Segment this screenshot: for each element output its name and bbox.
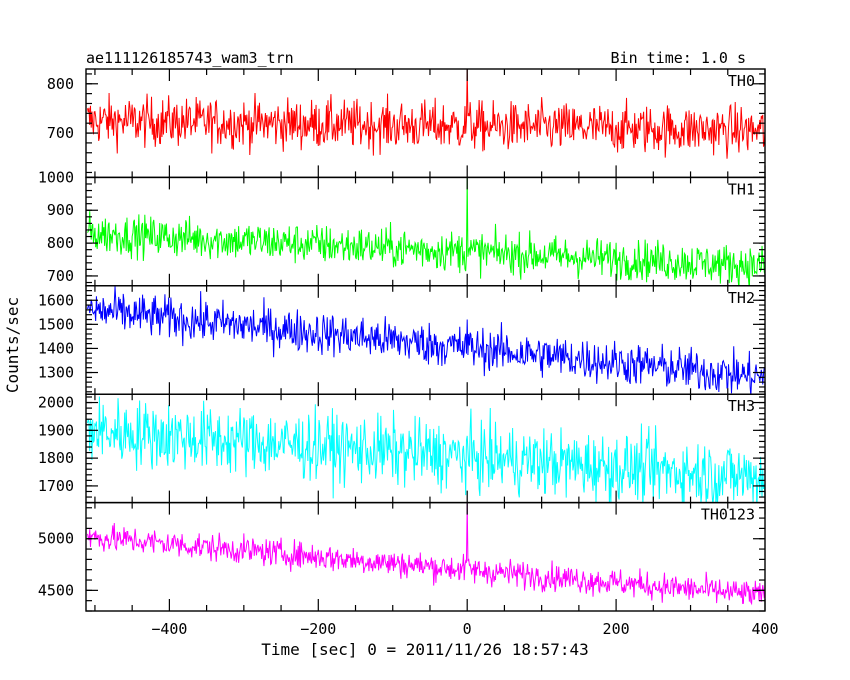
y-tick-label: 4500 xyxy=(38,581,74,599)
x-tick-label: 200 xyxy=(603,620,630,638)
y-tick-label: 2000 xyxy=(38,394,74,412)
x-tick-label: −400 xyxy=(151,620,187,638)
panel-th3: 1700 1800 1900 2000 TH3 xyxy=(38,393,766,504)
bin-time-label: Bin time: 1.0 s xyxy=(611,49,746,67)
series-line-th0 xyxy=(86,69,765,159)
y-tick-label: 1600 xyxy=(38,291,74,309)
panel-label-th0: TH0 xyxy=(728,72,755,90)
x-tick-label: −200 xyxy=(300,620,336,638)
panel-th1: 700 800 900 1000 TH1 xyxy=(38,168,766,287)
y-tick-label: 1800 xyxy=(38,449,74,467)
panel-label-th1: TH1 xyxy=(728,180,755,198)
y-tick-label: 1700 xyxy=(38,477,74,495)
x-axis-label: Time [sec] 0 = 2011/11/26 18:57:43 xyxy=(261,640,589,659)
panel-th2: 1300 1400 1500 1600 TH2 xyxy=(38,285,766,395)
y-tick-label: 700 xyxy=(47,124,74,142)
panel-label-th2: TH2 xyxy=(728,289,755,307)
x-axis: −400 −200 0 200 400 xyxy=(151,620,778,638)
x-tick-label: 400 xyxy=(751,620,778,638)
panel-frame xyxy=(85,501,766,612)
y-tick-label: 800 xyxy=(47,75,74,93)
y-tick-label: 700 xyxy=(47,267,74,285)
series-line-th2 xyxy=(87,286,765,395)
series-line-th3 xyxy=(86,396,765,503)
y-tick-label: 800 xyxy=(47,234,74,252)
y-axis-label: Counts/sec xyxy=(3,297,22,393)
y-tick-label: 1900 xyxy=(38,421,74,439)
y-tick-label: 1500 xyxy=(38,315,74,333)
panels-group: 700 800 TH0 700 800 900 1000 TH1 1300 1400 1500 160… xyxy=(38,68,766,612)
series-line-th0123 xyxy=(87,502,765,606)
series-line-th1 xyxy=(87,177,765,286)
chart-title: ae111126185743_wam3_trn xyxy=(86,49,294,67)
x-tick-label: 0 xyxy=(463,620,472,638)
panel-th0: 700 800 TH0 xyxy=(47,68,766,179)
panel-th0123: 4500 5000 TH0123 xyxy=(38,501,766,612)
y-tick-label: 1300 xyxy=(38,364,74,382)
panel-label-th3: TH3 xyxy=(728,397,755,415)
y-tick-label: 1400 xyxy=(38,339,74,357)
panel-frame xyxy=(85,285,766,395)
y-tick-label: 5000 xyxy=(38,530,74,548)
y-tick-label: 900 xyxy=(47,201,74,219)
y-tick-label: 1000 xyxy=(38,168,74,186)
panel-label-th0123: TH0123 xyxy=(701,506,755,524)
panel-frame xyxy=(85,176,766,287)
